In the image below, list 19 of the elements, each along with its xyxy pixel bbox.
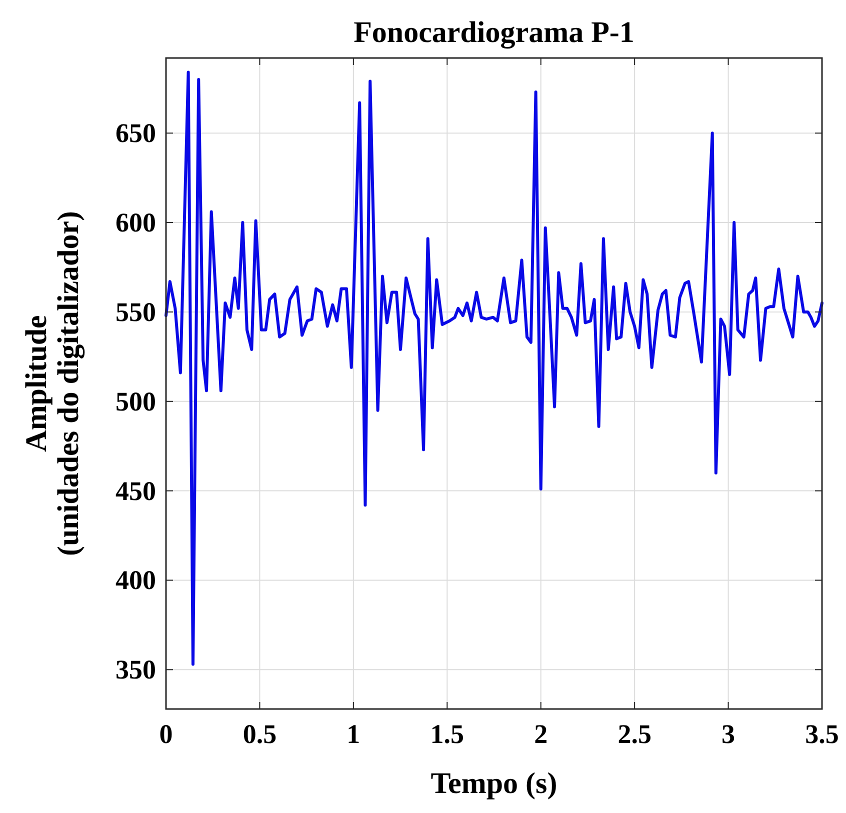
x-tick-label: 1 <box>346 719 360 749</box>
x-tick-label: 3.5 <box>805 719 839 749</box>
y-axis-title: Amplitude (unidades do digitalizador) <box>20 210 85 556</box>
y-tick-label: 400 <box>116 565 156 596</box>
x-tick-label: 2 <box>534 719 548 749</box>
y-tick-label: 350 <box>116 654 156 685</box>
x-tick-label: 1.5 <box>430 719 464 749</box>
x-tick-label: 0 <box>159 719 173 749</box>
y-tick-label: 600 <box>116 208 156 238</box>
x-tick-label: 0.5 <box>242 719 277 749</box>
chart-title: Fonocardiograma P-1 <box>354 16 634 49</box>
x-tick-label: 2.5 <box>618 719 652 749</box>
y-tick-label: 500 <box>116 386 156 416</box>
x-axis-title: Tempo (s) <box>430 767 558 800</box>
y-tick-label: 550 <box>116 296 156 327</box>
line-series <box>164 70 824 666</box>
y-tick-label: 450 <box>116 476 156 506</box>
x-tick-label: 3 <box>722 719 736 749</box>
y-tick-label: 650 <box>116 118 156 148</box>
